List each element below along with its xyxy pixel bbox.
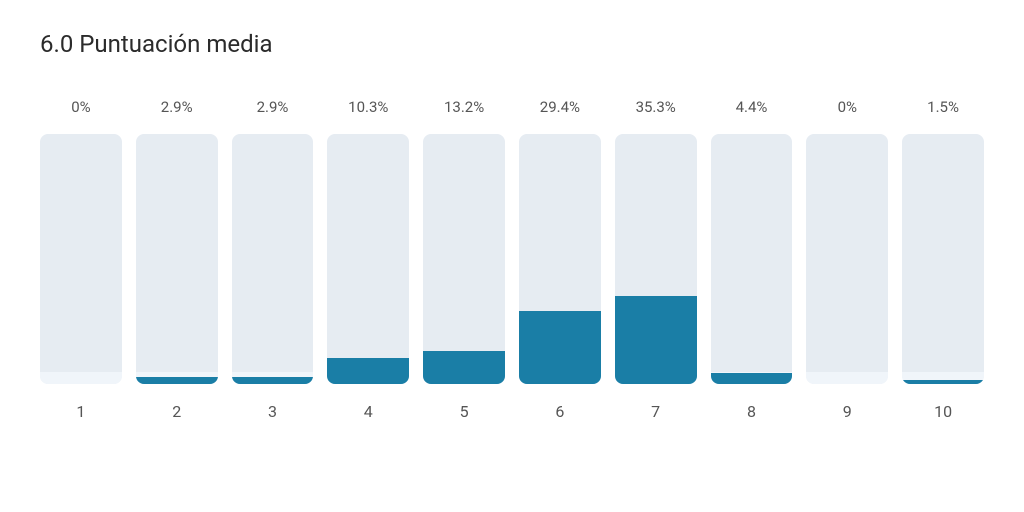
bar-bg [327,134,409,384]
bar-percent-label: 0% [71,98,90,118]
bar [40,134,122,384]
bar-column: 0% 9 [806,98,888,438]
bar-fill [423,351,505,384]
bar-percent-label: 4.4% [736,98,768,118]
bar-fill [711,373,793,384]
bar-bg [711,134,793,384]
bar-column: 1.5% 10 [902,98,984,438]
bar-fill [615,296,697,384]
bar-x-label: 10 [934,402,952,422]
bar-x-label: 9 [843,402,852,422]
bar-bg [40,134,122,384]
bar-percent-label: 29.4% [540,98,580,118]
bar-bg [902,134,984,384]
bar-percent-label: 13.2% [444,98,484,118]
bar-x-label: 7 [651,402,660,422]
bar [902,134,984,384]
bar-percent-label: 35.3% [636,98,676,118]
bar-percent-label: 2.9% [161,98,193,118]
bar-fill [136,377,218,384]
bar-x-label: 4 [364,402,373,422]
bar-percent-label: 2.9% [257,98,289,118]
bar-bg [136,134,218,384]
bar [711,134,793,384]
bar-base-strip [806,372,888,384]
chart-container: 6.0 Puntuación media 0% 1 2.9% 2 2.9% 3 10.3% 4… [0,0,1024,468]
bar-x-label: 8 [747,402,756,422]
bar-fill [519,311,601,385]
bar-x-label: 3 [268,402,277,422]
bar [136,134,218,384]
bar-percent-label: 1.5% [927,98,959,118]
bar-bg [232,134,314,384]
bar-chart: 0% 1 2.9% 2 2.9% 3 10.3% 4 13.2% 5 29.4% 6 35.3% 7 4.4… [40,98,984,438]
bar-column: 10.3% 4 [327,98,409,438]
bar-fill [232,377,314,384]
bar-column: 0% 1 [40,98,122,438]
bar [423,134,505,384]
bar [232,134,314,384]
bar-x-label: 2 [172,402,181,422]
chart-title: 6.0 Puntuación media [40,30,984,58]
bar [615,134,697,384]
bar-x-label: 1 [76,402,85,422]
bar-column: 13.2% 5 [423,98,505,438]
bar-column: 2.9% 3 [232,98,314,438]
bar-column: 4.4% 8 [711,98,793,438]
bar-x-label: 6 [555,402,564,422]
bar-column: 35.3% 7 [615,98,697,438]
bar-column: 2.9% 2 [136,98,218,438]
bar-x-label: 5 [460,402,469,422]
bar-fill [327,358,409,384]
bar-percent-label: 0% [838,98,857,118]
bar-fill [902,380,984,384]
bar-column: 29.4% 6 [519,98,601,438]
bar-bg [423,134,505,384]
bar-percent-label: 10.3% [348,98,388,118]
bar [806,134,888,384]
bar-base-strip [40,372,122,384]
bar [519,134,601,384]
bar [327,134,409,384]
bar-bg [806,134,888,384]
